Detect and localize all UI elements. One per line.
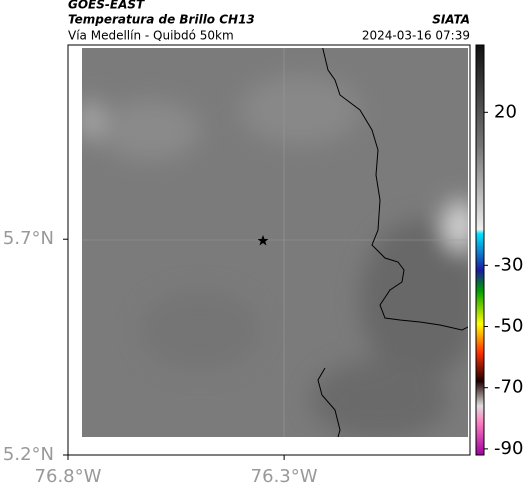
timestamp: 2024-03-16 07:39 bbox=[362, 29, 470, 43]
lat-tick-label: 5.7°N bbox=[3, 228, 54, 249]
lon-tick-label: 76.3°W bbox=[251, 466, 318, 487]
colorbar-tick-label: -50 bbox=[494, 315, 523, 336]
product: Temperatura de Brillo CH13 bbox=[68, 13, 255, 27]
colorbar-tick-label: -70 bbox=[494, 377, 523, 398]
colorbar-tick-label: -30 bbox=[494, 254, 523, 275]
colorbar-tick-label: 20 bbox=[494, 101, 517, 122]
lon-tick-label: 76.8°W bbox=[35, 466, 102, 487]
colorbar bbox=[475, 44, 485, 456]
colorbar-tick-label: -90 bbox=[494, 438, 523, 459]
route: Vía Medellín - Quibdó 50km bbox=[68, 29, 234, 43]
source: SIATA bbox=[432, 13, 470, 27]
satellite: GOES-EAST bbox=[68, 0, 145, 12]
lat-tick-label: 5.2°N bbox=[3, 444, 54, 465]
satellite-image bbox=[82, 48, 468, 437]
